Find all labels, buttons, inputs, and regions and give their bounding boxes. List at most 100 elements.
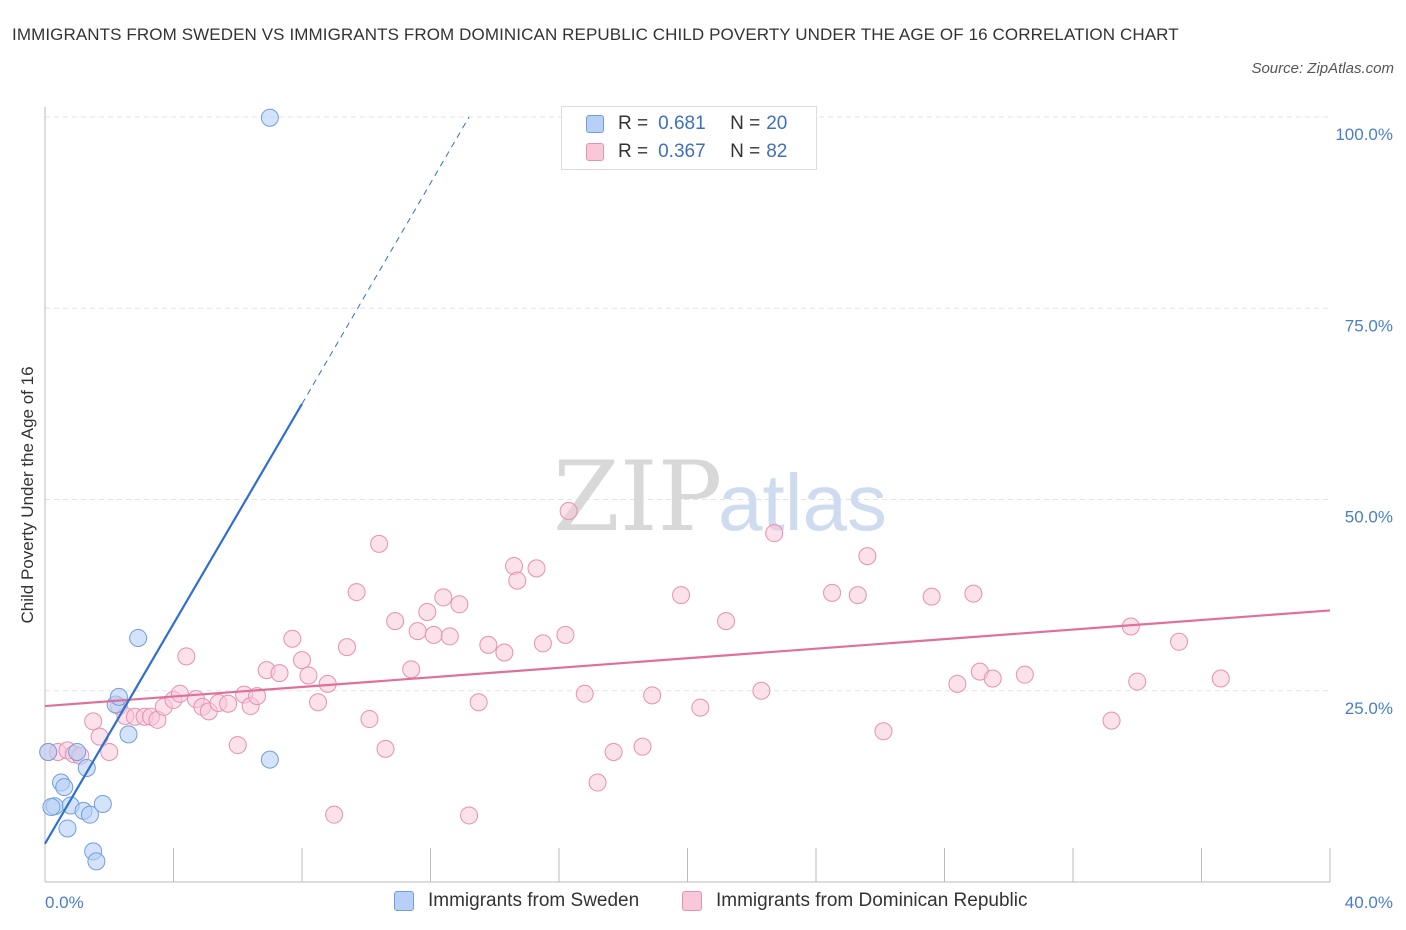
data-point-sweden [109,687,128,706]
data-point-dominican [360,710,379,729]
chart-title: IMMIGRANTS FROM SWEDEN VS IMMIGRANTS FRO… [12,25,1179,44]
data-point-dominican [293,651,311,670]
data-point-dominican [460,806,479,825]
trend-lines [44,116,1331,845]
data-point-dominican [309,693,328,712]
legend-swatch-dominican [682,891,702,911]
data-point-dominican [533,634,552,653]
data-point-dominican [1102,711,1121,730]
data-point-dominican [450,595,469,614]
trend-line-dominican [44,609,1331,708]
data-point-dominican [588,773,607,792]
data-point-dominican [1170,632,1189,651]
source-note: Source: ZipAtlas.com [1251,60,1394,77]
legend-n-value: 82 [766,141,788,162]
legend-label-sweden: Immigrants from Sweden [428,890,640,911]
legend-r-label: R = [618,113,649,134]
data-point-sweden [68,742,87,761]
watermark-zip: ZIP [553,441,722,553]
data-point-dominican [84,712,103,731]
data-point-sweden [129,628,148,647]
data-point-dominican [402,660,421,679]
data-point-dominican [1015,665,1034,684]
legend-n-label: N = [730,141,761,162]
data-point-dominican [643,686,662,705]
data-point-dominican [376,739,395,758]
data-point-dominican [469,693,488,712]
data-point-dominican [495,643,514,662]
data-point-sweden [260,108,279,127]
legend-n-value: 20 [766,113,788,134]
data-point-sweden [87,852,106,871]
y-tick-label: 75.0% [1345,316,1393,335]
legend-swatch-dominican [586,143,604,161]
data-point-dominican [90,727,109,746]
legend-swatch-sweden [394,891,414,911]
data-point-dominican [505,557,524,576]
data-point-sweden [80,805,99,824]
y-tick-label: 25.0% [1345,699,1393,718]
series-sweden-points [39,108,279,871]
data-point-dominican [270,664,289,683]
data-point-sweden [119,725,138,744]
data-point-dominican [177,647,196,666]
data-point-dominican [325,805,344,824]
x-tick-label: 40.0% [1345,893,1393,912]
data-point-dominican [440,627,459,646]
data-point-dominican [922,587,941,606]
data-point-dominican [100,742,119,761]
data-point-dominican [170,684,189,703]
data-point-dominican [434,588,453,607]
data-point-dominican [691,698,710,717]
legend-label-dominican: Immigrants from Dominican Republic [716,890,1028,911]
data-point-sweden [58,819,77,838]
data-point-dominican [386,612,405,631]
y-tick-label: 50.0% [1345,508,1393,527]
data-point-dominican [424,625,443,644]
data-point-dominican [337,638,356,657]
data-point-dominican [948,674,967,693]
data-point-dominican [633,737,652,756]
data-point-dominican [765,524,784,543]
data-point-dominican [527,559,546,578]
data-point-sweden [39,742,58,761]
legend-item-sweden: Immigrants from Sweden [394,890,639,912]
legend-n-label: N = [730,113,761,134]
trend-line-sweden [44,403,303,845]
data-point-dominican [672,586,691,605]
data-point-dominican [228,736,247,755]
legend-item-dominican: Immigrants from Dominican Republic [682,890,1028,912]
y-tick-labels: 25.0% 50.0% 75.0% 100.0% [1335,125,1393,718]
watermark-atlas: atlas [718,458,887,547]
data-point-dominican [1211,669,1230,688]
data-point-dominican [1128,672,1147,691]
data-point-sweden [93,794,112,813]
y-axis-label: Child Poverty Under the Age of 16 [18,366,37,623]
data-point-sweden [260,750,279,769]
legend-r-label: R = [618,141,649,162]
series-dominican-points [39,501,1230,825]
series-legend: Immigrants from Sweden Immigrants from D… [0,888,1406,918]
correlation-legend: R = 0.681 N = 20 R = 0.367 N = 82 [561,106,817,170]
data-point-dominican [575,684,594,703]
data-point-dominican [508,571,527,590]
x-tick-label: 0.0% [45,893,84,912]
data-point-dominican [858,547,877,566]
data-point-dominican [823,583,842,602]
data-point-dominican [248,687,267,706]
gridlines [45,116,1330,692]
data-point-dominican [874,722,893,741]
data-point-dominican [219,694,238,713]
data-point-dominican [479,635,498,654]
trend-line-sweden-extension [301,116,470,405]
data-point-dominican [983,669,1002,688]
y-tick-label: 100.0% [1335,125,1393,144]
x-tick-labels: 0.0% 40.0% [45,893,1393,912]
data-point-dominican [408,622,427,641]
legend-swatch-sweden [586,115,604,133]
legend-r-value: 0.681 [658,113,706,134]
data-point-dominican [964,584,983,603]
data-point-sweden [42,798,61,817]
legend-row-sweden: R = 0.681 N = 20 [586,111,787,137]
